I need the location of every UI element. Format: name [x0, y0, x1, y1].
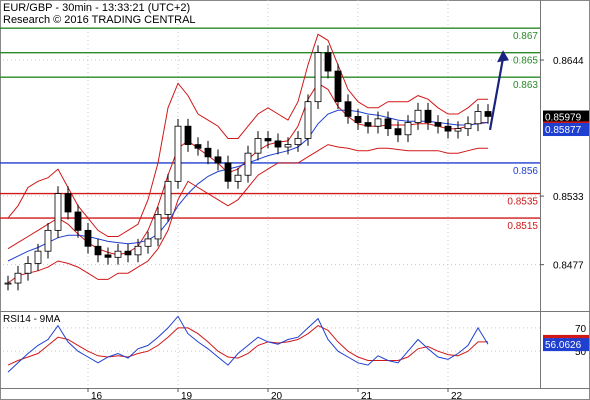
candle-body [364, 122, 372, 127]
candle-body [434, 122, 442, 127]
candle-body [304, 101, 312, 139]
rsi-tick-label: 50 [575, 347, 587, 358]
price-badge [543, 110, 589, 124]
candle-body [64, 193, 72, 213]
projection-arrow-line [488, 58, 505, 131]
candle-body [14, 272, 22, 284]
candle-body [444, 125, 452, 132]
candle-body [254, 138, 262, 154]
x-tick-label: 22 [451, 391, 463, 400]
candle-body [404, 122, 412, 136]
bollinger-band [7, 144, 488, 284]
rsi-label: RSI14 - 9MA [3, 314, 61, 325]
rsi-ma-line [7, 325, 488, 366]
candle-body [44, 229, 52, 252]
candle-body [354, 116, 362, 123]
level-label: 0.865 [513, 56, 538, 67]
candle-body [174, 125, 182, 182]
level-label: 0.867 [513, 31, 538, 42]
candle-body [424, 109, 432, 123]
candle-body [474, 111, 482, 125]
candle-body [134, 245, 142, 256]
candle-body [324, 52, 332, 72]
chart-title: EUR/GBP - 30min - 13:33:21 (UTC+2) [3, 2, 191, 14]
price-badge-label: 0.85979 [545, 113, 582, 124]
candle-body [274, 140, 282, 148]
candle-body [24, 263, 32, 274]
candle-body [94, 245, 102, 256]
price-badge-label: 0.85877 [545, 125, 582, 136]
candle-body [124, 250, 132, 256]
candle-body [484, 111, 492, 117]
level-label: 0.856 [513, 166, 538, 177]
x-tick-label: 20 [271, 391, 283, 400]
candle-body [34, 250, 42, 264]
candle-body [164, 180, 172, 215]
projection-arrow-head [497, 50, 509, 63]
level-label: 0.8535 [507, 197, 538, 208]
candle-body [374, 118, 382, 127]
candle-body [314, 52, 322, 103]
x-tick-label: 16 [91, 391, 103, 400]
candle-body [384, 118, 392, 130]
candle-body [414, 109, 422, 123]
rsi-line [7, 315, 489, 373]
candle-body [294, 138, 302, 145]
bollinger-band [7, 33, 488, 237]
x-tick-label: 19 [181, 391, 193, 400]
rsi-badge [543, 338, 589, 352]
candle-body [84, 229, 92, 247]
y-tick-label: 0.8477 [553, 261, 584, 272]
level-label: 0.8515 [507, 221, 538, 232]
candle-body [54, 193, 62, 231]
y-tick-label: 0.8533 [553, 192, 584, 203]
candle-body [334, 70, 342, 103]
candle-body [194, 144, 202, 149]
candle-body [74, 211, 82, 231]
candle-body [394, 128, 402, 136]
candle-body [104, 254, 112, 258]
candle-body [464, 123, 472, 130]
candle-body [204, 147, 212, 158]
candle-body [284, 144, 292, 148]
candle-body [214, 156, 222, 164]
candle-body [224, 162, 232, 182]
candle-body [4, 282, 12, 285]
candle-body [114, 250, 122, 258]
candle-body [144, 238, 152, 247]
rsi-badge-label: 56.0626 [545, 340, 582, 351]
chart-subtitle: Research © 2016 TRADING CENTRAL [3, 14, 196, 26]
candle-body [154, 214, 162, 240]
candle-body [344, 101, 352, 117]
y-tick-label: 0.8644 [553, 56, 584, 67]
level-label: 0.863 [513, 80, 538, 91]
price-badge [543, 123, 589, 137]
x-tick-label: 21 [361, 391, 373, 400]
candle-body [454, 128, 462, 132]
candle-body [234, 174, 242, 182]
moving-average-line [7, 109, 489, 262]
candle-body [244, 152, 252, 176]
candle-body [264, 138, 272, 142]
candle-body [184, 125, 192, 145]
rsi-tick-label: 70 [575, 324, 587, 335]
